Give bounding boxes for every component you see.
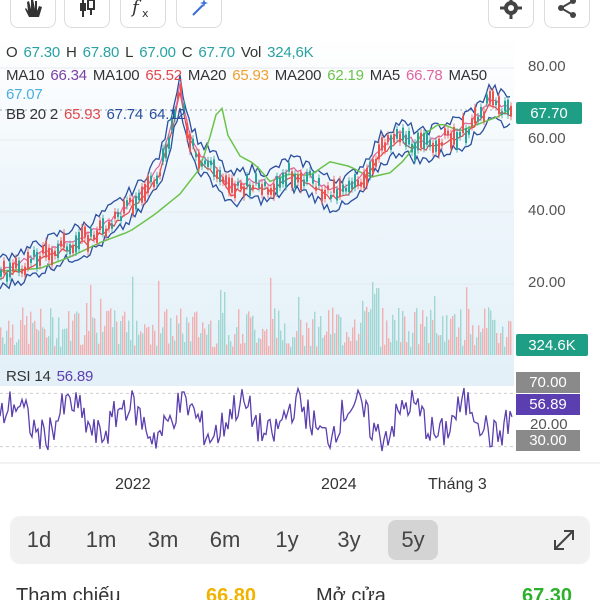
bb-lower-value: 64.12	[148, 106, 186, 123]
ma100-value: 65.52	[145, 67, 182, 84]
rsi-lower-tag: 30.00	[516, 430, 580, 451]
last-price-tag: 67.70	[516, 102, 582, 124]
chart-type-button[interactable]	[64, 0, 110, 28]
price-pane	[0, 36, 514, 386]
volume-value: 324,6K	[267, 44, 314, 61]
expand-icon[interactable]	[550, 526, 578, 554]
volume-bars	[0, 276, 512, 355]
gear-icon	[500, 0, 522, 19]
ma5-value: 66.78	[406, 67, 443, 84]
period-3y[interactable]: 3y	[337, 527, 361, 552]
rsi-legend: RSI 14 56.89	[6, 368, 95, 385]
low-label: L	[125, 44, 134, 61]
high-label: H	[65, 44, 77, 61]
ma50-value: 67.07	[6, 86, 43, 103]
candlestick-icon	[80, 0, 95, 17]
chart-canvas[interactable]	[0, 30, 600, 500]
period-5y[interactable]: 5y	[388, 520, 438, 560]
price-axis-tick: 60.00	[528, 130, 566, 147]
settings-button[interactable]	[488, 0, 534, 28]
ma100-label: MA100	[92, 67, 140, 84]
period-1m[interactable]: 1m	[85, 527, 117, 552]
period-3m[interactable]: 3m	[147, 527, 179, 552]
rsi-label: RSI 14	[6, 368, 51, 385]
price-axis-tick: 80.00	[528, 58, 566, 75]
reference-label: Tham chiếu	[16, 585, 121, 600]
ma-legend: MA10 66.34 MA100 65.52 MA20 65.93 MA200 …	[6, 66, 566, 104]
reference-value: 66.80	[206, 585, 257, 600]
open-label: O	[6, 44, 18, 61]
open-price-value: 67.30	[522, 585, 573, 600]
price-gridlines	[0, 67, 514, 285]
quote-summary: Tham chiếu 66.80 Mở cửa 67.30	[0, 585, 600, 600]
x-axis-label: 2022	[115, 476, 151, 493]
svg-text:f: f	[130, 0, 142, 18]
open-value: 67.30	[23, 44, 60, 61]
svg-text:x: x	[142, 7, 149, 19]
share-icon	[558, 0, 576, 18]
open-price-label: Mở cửa	[316, 585, 386, 600]
period-1d[interactable]: 1d	[26, 527, 52, 552]
ma20-value: 65.93	[232, 67, 269, 84]
ma10-value: 66.34	[50, 67, 87, 84]
stock-chart[interactable]: O 67.30 H 67.80 L 67.00 C 67.70 Vol 324,…	[0, 30, 600, 500]
volume-label: Vol	[240, 44, 262, 61]
hand-tool-button[interactable]	[10, 0, 56, 28]
hand-icon	[25, 0, 42, 17]
rsi-value: 56.89	[56, 368, 94, 385]
x-axis-label: Tháng 3	[428, 476, 487, 493]
price-axis-tick: 40.00	[528, 202, 566, 219]
period-1y[interactable]: 1y	[275, 527, 299, 552]
ohlc-legend: O 67.30 H 67.80 L 67.00 C 67.70 Vol 324,…	[6, 44, 315, 61]
price-axis-tick: 20.00	[528, 274, 566, 291]
bb-label: BB 20 2	[6, 106, 58, 123]
drawing-tools-button[interactable]	[176, 0, 222, 28]
share-button[interactable]	[544, 0, 590, 28]
bollinger-legend: BB 20 2 65.93 67.74 64.12	[6, 106, 188, 123]
bb-upper-value: 67.74	[106, 106, 144, 123]
high-value: 67.80	[82, 44, 120, 61]
x-axis-label: 2024	[321, 476, 357, 493]
close-label: C	[181, 44, 193, 61]
ma10-label: MA10	[6, 67, 45, 84]
ma200-value: 62.19	[327, 67, 364, 84]
period-6m[interactable]: 6m	[209, 527, 241, 552]
bb-middle-value: 65.93	[63, 106, 101, 123]
ma20-label: MA20	[187, 67, 227, 84]
rsi-value-tag: 56.89	[516, 394, 580, 415]
close-value: 67.70	[198, 44, 235, 61]
period-selector: 1d 1m 3m 6m 1y 3y 5y	[10, 516, 590, 564]
rsi-axis-tick: 20.00	[530, 416, 568, 433]
ma200-label: MA200	[274, 67, 322, 84]
rsi-upper-tag: 70.00	[516, 372, 580, 393]
rsi-plot	[0, 386, 514, 452]
magic-wand-icon	[192, 0, 208, 16]
volume-tag: 324.6K	[516, 334, 588, 356]
ma50-label: MA50	[448, 67, 488, 84]
ma5-label: MA5	[369, 67, 401, 84]
low-value: 67.00	[139, 44, 176, 61]
price-candles	[0, 80, 512, 286]
